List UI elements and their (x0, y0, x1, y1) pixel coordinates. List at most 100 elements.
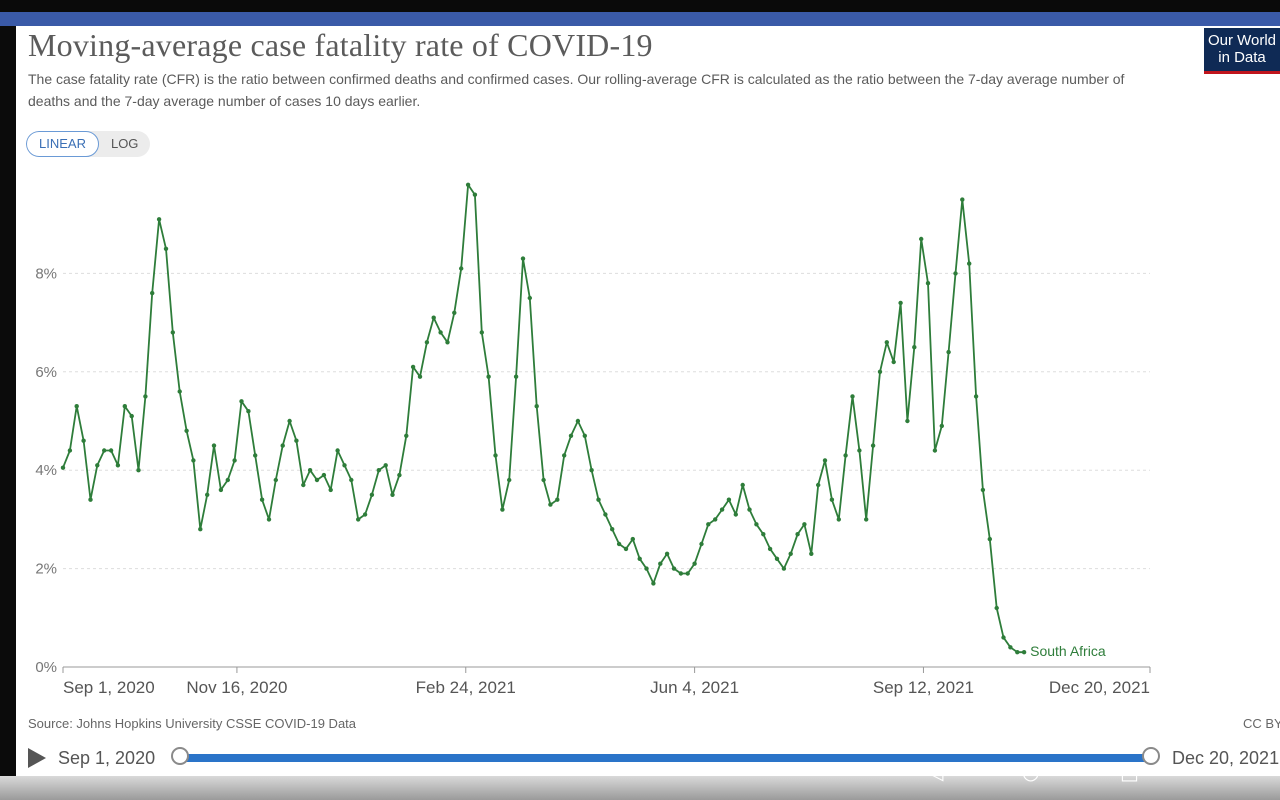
data-point (664, 551, 670, 556)
data-point (314, 477, 320, 483)
data-point (555, 497, 560, 502)
data-point (259, 497, 265, 502)
data-point (857, 448, 862, 453)
data-point (719, 507, 725, 512)
source-note: Source: Johns Hopkins University CSSE CO… (28, 716, 357, 731)
series-end-label: South Africa (1030, 643, 1106, 659)
data-point (122, 404, 128, 409)
data-point (767, 546, 773, 552)
data-point (692, 561, 697, 566)
data-point (870, 443, 876, 448)
data-point (637, 556, 642, 561)
data-point (809, 551, 814, 556)
data-point (953, 271, 958, 276)
data-point (623, 546, 629, 552)
data-point (527, 295, 532, 301)
data-point (932, 448, 938, 453)
x-tick-label: Sep 1, 2020 (63, 678, 155, 697)
timeline-start-label: Sep 1, 2020 (58, 748, 156, 768)
data-point (88, 497, 93, 502)
data-point (939, 423, 944, 429)
data-point (218, 487, 224, 493)
data-point (912, 345, 917, 350)
data-point (987, 536, 992, 542)
y-tick-label: 6% (35, 364, 57, 381)
timeline-track[interactable] (180, 754, 1152, 762)
data-point (191, 458, 196, 463)
data-point (795, 532, 800, 537)
data-point (390, 492, 395, 497)
data-point (404, 433, 409, 438)
data-point (335, 448, 340, 453)
data-point (287, 418, 292, 424)
data-point (500, 507, 505, 512)
data-point (342, 463, 347, 468)
data-point (136, 468, 141, 473)
data-point (356, 517, 361, 522)
data-point (781, 566, 787, 571)
data-point (658, 561, 663, 566)
data-point (170, 330, 175, 335)
data-point (383, 463, 388, 468)
data-point (589, 468, 594, 473)
home-nav-icon[interactable]: ○ (1022, 760, 1040, 784)
data-point (829, 497, 835, 502)
data-point (280, 443, 285, 448)
data-point (198, 527, 203, 532)
data-point (877, 369, 883, 374)
data-point (74, 404, 79, 409)
data-point (266, 517, 272, 522)
data-point (239, 399, 244, 404)
data-point (671, 566, 677, 571)
data-point (459, 266, 464, 271)
data-point (898, 300, 903, 306)
data-point (919, 236, 924, 242)
data-point (479, 330, 484, 335)
license-note[interactable]: CC BY (1243, 716, 1280, 731)
recents-nav-icon[interactable]: □ (1120, 760, 1139, 784)
data-point (1001, 635, 1006, 640)
timeline-start-handle[interactable] (171, 747, 189, 765)
data-point (699, 541, 704, 547)
data-point (520, 256, 526, 261)
data-point (1015, 650, 1020, 655)
x-tick-label: Nov 16, 2020 (186, 678, 287, 697)
data-point (417, 374, 423, 379)
data-point (610, 527, 615, 532)
data-point (438, 330, 443, 335)
chart-subtitle: The case fatality rate (CFR) is the rati… (28, 71, 1125, 109)
data-point (733, 512, 738, 517)
data-point (486, 374, 491, 379)
data-point (129, 413, 134, 419)
timeline-end-label: Dec 20, 2021 (1172, 748, 1280, 768)
data-point (225, 477, 230, 483)
data-point (994, 605, 999, 611)
chart-title: Moving-average case fatality rate of COV… (28, 27, 653, 63)
data-point (95, 463, 100, 468)
data-point (816, 482, 821, 488)
data-point (843, 453, 848, 458)
scale-toggle: LINEAR LOG (26, 131, 151, 157)
owid-logo[interactable]: Our World in Data (1204, 28, 1280, 74)
x-tick-label: Sep 12, 2021 (873, 678, 974, 697)
chart-panel (16, 26, 1280, 776)
system-navigation-bar (0, 776, 1280, 800)
x-tick-label: Jun 4, 2021 (650, 678, 739, 697)
data-point (822, 458, 828, 463)
data-point (328, 487, 333, 493)
data-point (156, 217, 162, 222)
linear-scale-button[interactable]: LINEAR (26, 131, 99, 157)
back-nav-icon[interactable]: ◁ (928, 760, 944, 784)
data-point (788, 551, 793, 556)
timeline-end-handle[interactable] (1142, 747, 1160, 765)
play-icon[interactable] (28, 748, 46, 768)
data-point (678, 571, 684, 576)
data-point (747, 507, 752, 512)
y-tick-label: 2% (35, 561, 57, 578)
data-point (376, 468, 381, 473)
data-point (925, 281, 931, 286)
data-point (273, 477, 278, 483)
log-scale-button[interactable]: LOG (110, 136, 139, 151)
data-point (472, 192, 478, 197)
